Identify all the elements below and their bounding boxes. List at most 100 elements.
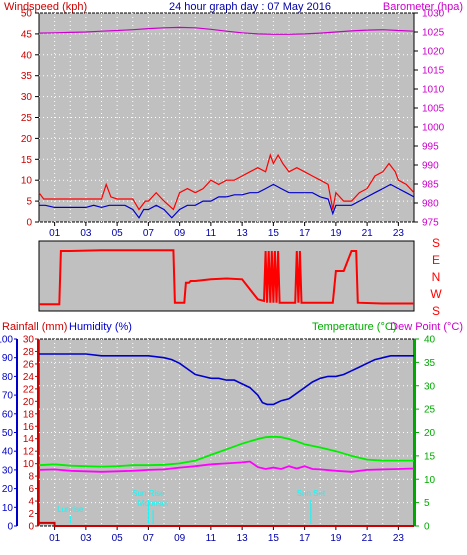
rain-tick-label: 2 — [28, 509, 34, 520]
rain-tick-label: 28 — [23, 347, 35, 358]
humidity-tick-label: 20 — [2, 484, 14, 495]
rain-tick-label: 4 — [28, 497, 34, 508]
baro-tick-label: 1005 — [422, 104, 445, 115]
temp-x-tick-label: 23 — [393, 533, 405, 544]
temp-x-tick-label: 09 — [174, 533, 186, 544]
rainfall-line — [39, 521, 414, 527]
temp-x-tick-label: 15 — [268, 533, 280, 544]
rain-tick-label: 20 — [23, 397, 35, 408]
wind-axis-label: Windspeed (kph) — [4, 1, 87, 13]
astro-label-sunset: Sun Set — [297, 489, 326, 498]
rain-tick-label: 26 — [23, 359, 35, 370]
chart-title: 24 hour graph day : 07 May 2016 — [169, 1, 331, 13]
baro-axis-label: Barometer (hpa) — [383, 1, 463, 13]
wind-tick-label: 50 — [21, 9, 33, 20]
rain-tick-label: 10 — [23, 459, 35, 470]
temp-x-tick-label: 19 — [330, 533, 342, 544]
dewpoint-line — [38, 460, 415, 473]
rain-tick-label: 30 — [23, 335, 35, 346]
baro-tick-label: 1000 — [422, 123, 445, 134]
direction-label: W — [430, 287, 442, 301]
temp-x-tick-label: 01 — [49, 533, 61, 544]
temp-x-tick-label: 03 — [80, 533, 92, 544]
temp-x-tick-label: 17 — [299, 533, 311, 544]
humidity-tick-label: 40 — [2, 447, 14, 458]
rain-tick-label: 18 — [23, 409, 35, 420]
baro-tick-label: 1010 — [422, 85, 445, 96]
baro-tick-label: 1025 — [422, 28, 445, 39]
wind-tick-label: 30 — [21, 92, 33, 103]
humidity-tick-label: 70 — [2, 391, 14, 402]
temp-tick-label: 30 — [424, 381, 436, 392]
wind-x-tick-label: 05 — [112, 228, 124, 239]
rain-tick-label: 14 — [23, 434, 35, 445]
wind-x-tick-label: 21 — [362, 228, 374, 239]
humidity-axis-label: Humidity (%) — [69, 321, 132, 333]
wind-x-tick-label: 17 — [299, 228, 311, 239]
wind-tick-label: 35 — [21, 71, 33, 82]
baro-tick-label: 995 — [422, 142, 439, 153]
wind-tick-label: 10 — [21, 176, 33, 187]
humidity-line — [39, 353, 414, 406]
direction-label: N — [432, 270, 441, 284]
astro-label-sunrise: Sun Rise — [132, 489, 165, 498]
rain-tick-label: 8 — [28, 472, 34, 483]
temp-x-tick-label: 13 — [237, 533, 249, 544]
direction-label: E — [432, 253, 440, 267]
temp-tick-label: 20 — [424, 428, 436, 439]
temp-tick-label: 10 — [424, 475, 436, 486]
astro-label-moonset: Moonset — [138, 499, 169, 508]
astro-label-lunar: Lunrise — [57, 505, 84, 514]
humidity-tick-label: 80 — [2, 372, 14, 383]
humidity-tick-label: 100 — [0, 335, 13, 346]
dew-axis-label: Dew Point (°C) — [390, 321, 463, 333]
baro-tick-label: 1030 — [422, 9, 445, 20]
barometer-line — [38, 26, 415, 35]
baro-tick-label: 975 — [422, 218, 439, 229]
direction-label: S — [432, 304, 440, 318]
direction-line — [39, 249, 414, 306]
temp-tick-label: 0 — [424, 522, 430, 533]
wind-x-tick-label: 09 — [174, 228, 186, 239]
wind-x-tick-label: 03 — [80, 228, 92, 239]
temp-x-tick-label: 11 — [206, 533, 217, 544]
wind-x-tick-label: 13 — [237, 228, 249, 239]
direction-label: S — [432, 236, 440, 250]
wind-tick-label: 0 — [26, 218, 32, 229]
baro-tick-label: 980 — [422, 199, 439, 210]
humidity-tick-label: 60 — [2, 409, 14, 420]
baro-tick-label: 985 — [422, 180, 439, 191]
wind-avg-line — [39, 183, 415, 219]
temp-tick-label: 35 — [424, 358, 436, 369]
humidity-tick-label: 30 — [2, 465, 14, 476]
rain-tick-label: 0 — [28, 522, 34, 533]
humidity-tick-label: 90 — [2, 353, 14, 364]
temp-tick-label: 40 — [424, 335, 436, 346]
temp-tick-label: 25 — [424, 405, 436, 416]
wind-tick-label: 25 — [21, 113, 33, 124]
rain-tick-label: 6 — [28, 484, 34, 495]
rain-axis-label: Rainfall (mm) — [2, 321, 67, 333]
temp-tick-label: 15 — [424, 451, 436, 462]
temp-tick-label: 5 — [424, 498, 430, 509]
baro-tick-label: 990 — [422, 161, 439, 172]
wind-x-tick-label: 15 — [268, 228, 280, 239]
wind-x-tick-label: 19 — [330, 228, 342, 239]
wind-tick-label: 45 — [21, 29, 33, 40]
wind-x-tick-label: 01 — [49, 228, 61, 239]
wind-x-tick-label: 07 — [143, 228, 155, 239]
rain-tick-label: 24 — [23, 372, 35, 383]
temperature-line — [38, 435, 414, 468]
humidity-tick-label: 50 — [2, 428, 14, 439]
wind-tick-label: 40 — [21, 50, 33, 61]
wind-x-tick-label: 11 — [206, 228, 217, 239]
wind-x-tick-label: 23 — [393, 228, 405, 239]
humidity-tick-label: 0 — [7, 522, 13, 533]
rain-tick-label: 12 — [23, 447, 35, 458]
wind-tick-label: 20 — [21, 134, 33, 145]
baro-tick-label: 1020 — [422, 47, 445, 58]
humidity-tick-label: 10 — [2, 503, 14, 514]
temp-x-tick-label: 07 — [143, 533, 155, 544]
wind-tick-label: 15 — [21, 155, 33, 166]
